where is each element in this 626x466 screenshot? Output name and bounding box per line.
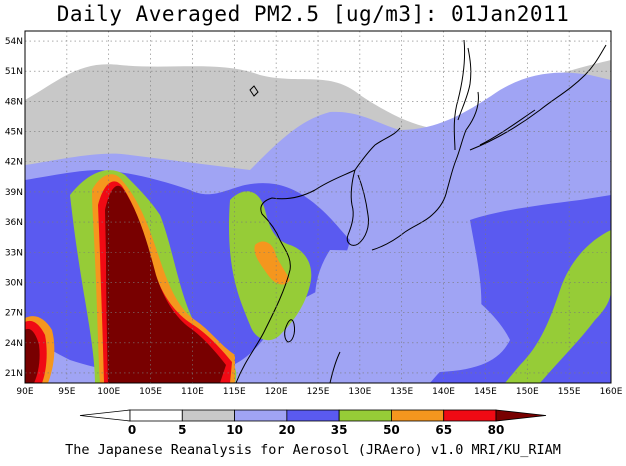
- colorbar-label: 65: [435, 423, 452, 437]
- field-35-50-east: [505, 230, 611, 383]
- colorbar-label: 35: [331, 423, 348, 437]
- colorbar-label: 0: [128, 423, 136, 437]
- lon-tick-label: 90E: [16, 387, 33, 397]
- colorbar: 0 5 10 20 35 50 65 80: [79, 409, 547, 437]
- coast-kamchatka: [469, 44, 607, 151]
- lon-tick-label: 100E: [97, 387, 120, 397]
- map-frame: [24, 30, 612, 384]
- lat-tick-label: 39N: [5, 188, 23, 198]
- lon-tick-label: 150E: [516, 387, 539, 397]
- lat-tick-label: 51N: [5, 67, 23, 77]
- field-50-65-spot: [254, 241, 290, 285]
- lon-axis: 90E 95E 100E 105E 110E 115E 120E 125E 130E 135E 14…: [16, 387, 622, 397]
- colorbar-label: 20: [279, 423, 296, 437]
- lon-tick-label: 140E: [432, 387, 455, 397]
- coast-philippines: [329, 351, 341, 383]
- lat-tick-label: 48N: [5, 97, 23, 107]
- coast-korea: [346, 169, 369, 246]
- coast-taiwan: [284, 319, 295, 343]
- field-10-20-east-inner: [315, 250, 510, 372]
- lat-axis: 54N 51N 48N 45N 42N 39N 36N 33N 30N 27N 24N 21N: [5, 37, 23, 379]
- lon-tick-label: 160E: [600, 387, 623, 397]
- lat-tick-label: 33N: [5, 248, 23, 258]
- map-fields: [25, 31, 611, 383]
- lon-tick-label: 125E: [307, 387, 330, 397]
- colorbar-segment: [338, 409, 392, 422]
- colorbar-segment: [286, 409, 340, 422]
- colorbar-segment: [129, 409, 183, 422]
- lat-tick-label: 24N: [5, 339, 23, 349]
- lon-tick-label: 110E: [181, 387, 204, 397]
- map-title: Daily Averaged PM2.5 [ug/m3]: 01Jan2011: [56, 2, 570, 26]
- coastlines: [235, 39, 607, 383]
- coast-japan: [371, 47, 479, 251]
- lon-tick-label: 130E: [348, 387, 371, 397]
- footer-credit: The Japanese Reanalysis for Aerosol (JRA…: [65, 442, 561, 458]
- colorbar-label: 80: [488, 423, 505, 437]
- colorbar-label: 5: [178, 423, 186, 437]
- colorbar-label: 50: [383, 423, 400, 437]
- lat-tick-label: 45N: [5, 128, 23, 138]
- lon-tick-label: 95E: [58, 387, 75, 397]
- lon-tick-label: 105E: [139, 387, 162, 397]
- field-80-plus-west: [25, 328, 40, 383]
- lon-tick-label: 115E: [223, 387, 246, 397]
- lon-tick-label: 135E: [390, 387, 413, 397]
- lat-tick-label: 30N: [5, 278, 23, 288]
- colorbar-label: 10: [226, 423, 243, 437]
- lat-tick-label: 42N: [5, 158, 23, 168]
- lat-tick-label: 36N: [5, 218, 23, 228]
- lon-tick-label: 145E: [474, 387, 497, 397]
- coast-china: [235, 127, 401, 383]
- gridlines: [25, 31, 611, 383]
- lat-tick-label: 21N: [5, 369, 23, 379]
- colorbar-segment: [443, 409, 497, 422]
- lat-tick-label: 27N: [5, 309, 23, 319]
- field-80-plus: [105, 185, 226, 383]
- colorbar-min-triangle: [79, 409, 131, 422]
- coast-kurils: [479, 109, 536, 146]
- colorbar-max-triangle: [495, 409, 547, 422]
- colorbar-segment: [181, 409, 235, 422]
- colorbar-segment: [234, 409, 288, 422]
- lat-tick-label: 54N: [5, 37, 23, 47]
- lon-tick-label: 155E: [558, 387, 581, 397]
- lon-tick-label: 120E: [265, 387, 288, 397]
- coast-lake: [249, 85, 259, 97]
- colorbar-segment: [391, 409, 445, 422]
- coast-sakhalin: [453, 39, 466, 151]
